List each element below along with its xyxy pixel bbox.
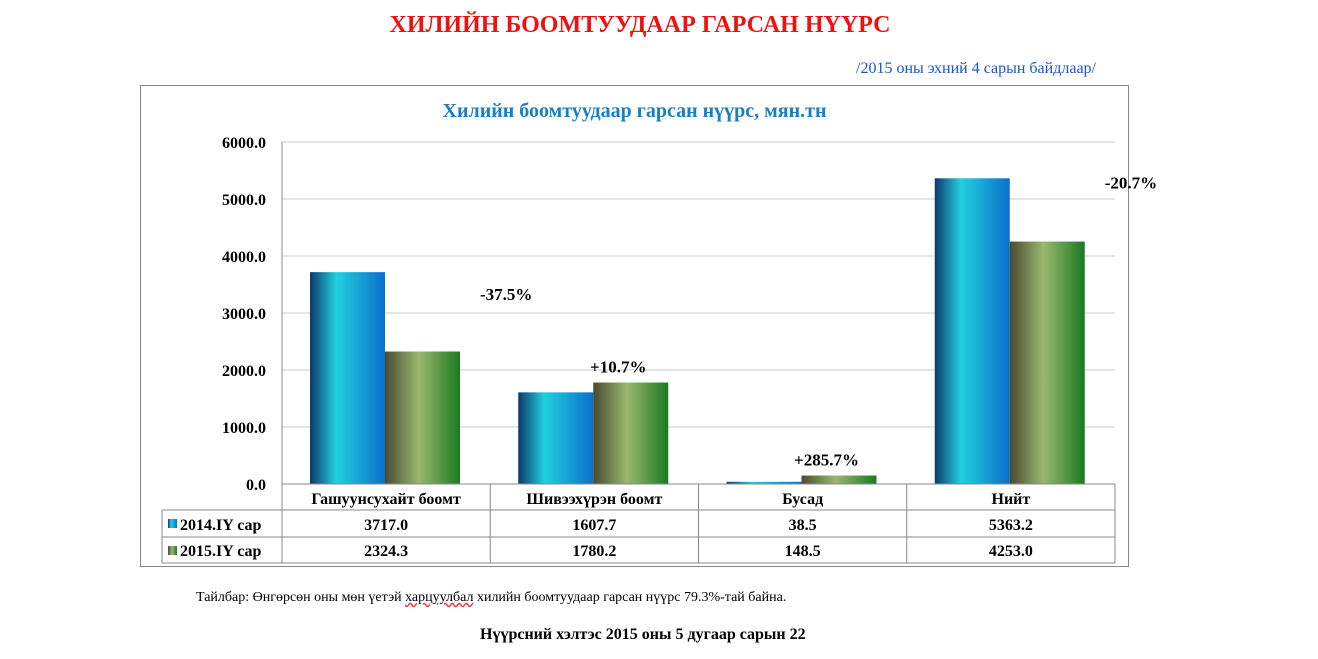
y-tick-label: 3000.0 <box>222 306 266 323</box>
chart-frame <box>140 85 1129 567</box>
legend-label: 2015.IY сар <box>180 543 261 560</box>
bar-2014 <box>518 392 594 484</box>
bar-2014 <box>726 481 802 484</box>
bar-2015 <box>593 382 669 484</box>
y-tick-label: 2000.0 <box>222 363 266 380</box>
y-tick-label: 4000.0 <box>222 249 266 266</box>
page-title: ХИЛИЙН БООМТУУДААР ГАРСАН НҮҮРС <box>389 12 891 38</box>
change-annotation: -20.7% <box>1105 173 1157 192</box>
page-subtitle: /2015 оны эхний 4 сарын байдлаар/ <box>856 60 1096 77</box>
table-value: 1780.2 <box>572 543 616 560</box>
bar-2015 <box>801 475 877 484</box>
table-value: 5363.2 <box>989 517 1033 534</box>
bar-2015 <box>1009 241 1085 484</box>
bar-2014 <box>310 272 385 484</box>
legend-swatch <box>168 519 177 528</box>
y-tick-label: 5000.0 <box>222 192 266 209</box>
change-annotation: +10.7% <box>590 358 646 377</box>
y-tick-label: 0.0 <box>246 477 266 494</box>
bar-2014 <box>934 178 1010 484</box>
category-label: Бусад <box>782 491 823 508</box>
footnote: Тайлбар: Өнгөрсөн оны мөн үетэй харцуулб… <box>196 590 787 605</box>
table-value: 4253.0 <box>989 543 1033 560</box>
table-value: 3717.0 <box>364 517 408 534</box>
y-tick-label: 6000.0 <box>222 135 266 152</box>
change-annotation: +285.7% <box>794 451 859 470</box>
category-label: Нийт <box>992 491 1031 508</box>
legend-swatch <box>168 546 177 555</box>
table-value: 1607.7 <box>572 517 616 534</box>
table-value: 2324.3 <box>364 543 408 560</box>
category-label: Шивээхүрэн боомт <box>526 491 662 508</box>
underlined-word: харцуулбал <box>405 590 474 605</box>
footer-text: Нүүрсний хэлтэс 2015 оны 5 дугаар сарын … <box>480 626 806 643</box>
chart-title: Хилийн боомтуудаар гарсан нүүрс, мян.тн <box>442 100 827 122</box>
y-tick-label: 1000.0 <box>222 420 266 437</box>
table-value: 148.5 <box>785 543 821 560</box>
legend-label: 2014.IY сар <box>180 517 261 534</box>
category-label: Гашуунсухайт боомт <box>311 491 461 508</box>
bar-2015 <box>385 351 460 484</box>
table-value: 38.5 <box>789 517 817 534</box>
change-annotation: -37.5% <box>480 285 532 304</box>
